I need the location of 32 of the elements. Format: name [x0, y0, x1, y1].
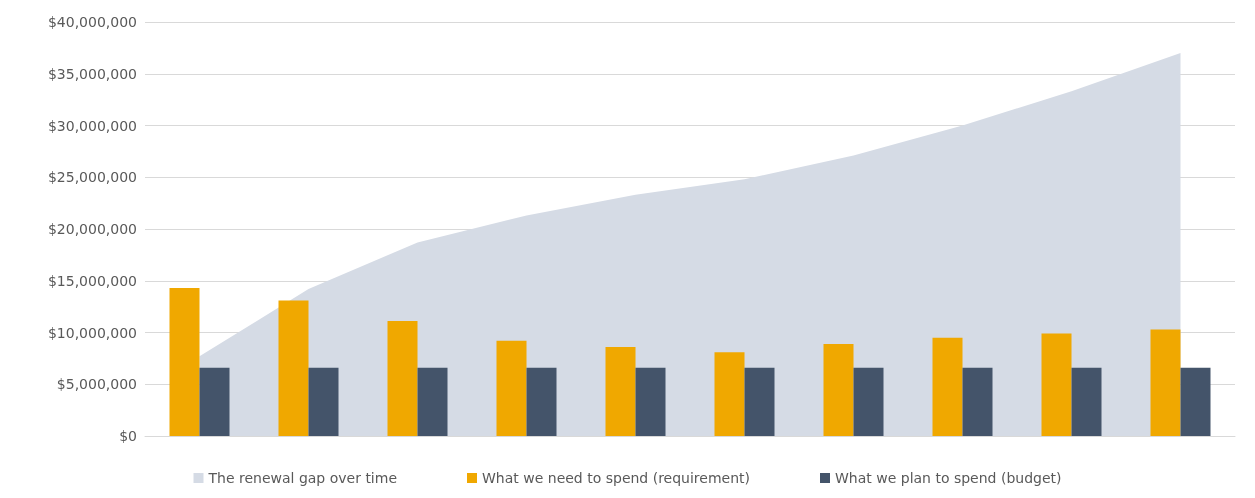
bar: [496, 340, 527, 436]
y-tick-label: $20,000,000: [47, 221, 137, 237]
legend-label: What we need to spend (requirement): [482, 470, 751, 486]
y-tick-label: $25,000,000: [47, 169, 137, 186]
bar: [714, 352, 745, 436]
bar: [744, 367, 775, 436]
bar: [278, 300, 309, 436]
bar: [417, 367, 448, 436]
y-tick-label: $30,000,000: [47, 117, 137, 134]
bar: [169, 288, 200, 436]
bar: [823, 343, 854, 436]
bar: [387, 321, 418, 436]
bar: [199, 367, 230, 436]
bar: [526, 367, 557, 436]
bar: [308, 367, 339, 436]
legend-label: What we plan to spend (budget): [835, 470, 1062, 486]
y-tick-label: $40,000,000: [47, 14, 137, 30]
bar: [1150, 329, 1181, 436]
bar: [962, 367, 993, 436]
bar: [932, 337, 963, 436]
bar: [1041, 333, 1072, 436]
y-tick-label: $35,000,000: [47, 65, 137, 82]
y-tick-label: $10,000,000: [47, 324, 137, 341]
y-tick-label: $15,000,000: [47, 272, 137, 289]
y-tick-label: $5,000,000: [56, 376, 137, 393]
bar: [1071, 367, 1102, 436]
legend-label: The renewal gap over time: [207, 470, 398, 486]
bar: [1180, 367, 1211, 436]
bar: [853, 367, 884, 436]
bar: [635, 367, 666, 436]
bar: [605, 346, 636, 436]
y-tick-label: $0: [119, 428, 137, 444]
